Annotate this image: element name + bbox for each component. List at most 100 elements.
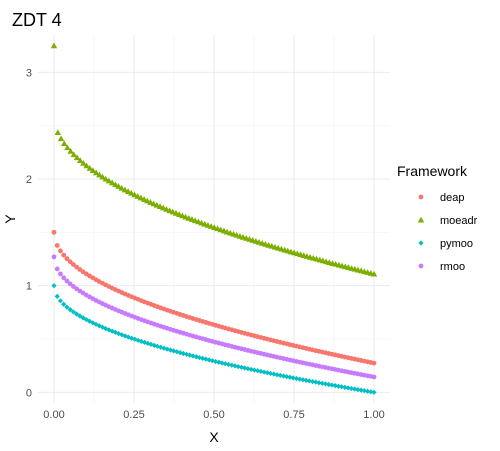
- data-point-pymoo: [128, 335, 135, 341]
- data-point-pymoo: [190, 353, 196, 359]
- data-point-pymoo: [109, 328, 115, 334]
- axis-ticks: 0.00 0.25 0.50 0.75 1.00 0 1 2 3: [26, 67, 385, 421]
- data-point-moeadr: [54, 129, 62, 135]
- data-point-moeadr: [102, 175, 109, 182]
- data-point-pymoo: [368, 389, 374, 395]
- y-axis-label: Y: [2, 214, 18, 224]
- data-point-pymoo: [316, 380, 322, 386]
- data-point-pymoo: [57, 298, 64, 304]
- data-point-deap: [51, 229, 57, 235]
- data-point-moeadr: [73, 154, 81, 161]
- data-point-pymoo: [255, 368, 261, 374]
- chart-title: ZDT 4: [12, 10, 62, 30]
- legend-key-pymoo: [418, 240, 424, 246]
- data-point-moeadr: [128, 189, 135, 196]
- data-point-pymoo: [67, 307, 73, 313]
- data-point-pymoo: [167, 347, 173, 353]
- data-point-pymoo: [119, 332, 125, 338]
- data-point-pymoo: [54, 293, 60, 299]
- data-point-moeadr: [115, 183, 122, 189]
- data-point-pymoo: [313, 379, 319, 385]
- x-tick-label: 0.50: [203, 409, 224, 421]
- y-tick-label: 1: [26, 281, 32, 293]
- data-point-deap: [70, 262, 76, 267]
- series-deap: [51, 229, 377, 366]
- data-point-pymoo: [345, 385, 351, 391]
- data-point-pymoo: [70, 309, 76, 315]
- legend-key-moeadr: [417, 216, 425, 223]
- data-point-moeadr: [137, 194, 145, 201]
- data-point-moeadr: [64, 144, 71, 151]
- data-point-moeadr: [86, 164, 93, 171]
- data-point-pymoo: [64, 304, 70, 310]
- data-point-deap: [58, 248, 63, 254]
- data-point-deap: [371, 360, 377, 366]
- data-point-pymoo: [274, 372, 280, 378]
- data-point-rmoo: [64, 278, 70, 284]
- data-point-pymoo: [225, 361, 232, 368]
- x-tick-label: 0.25: [123, 409, 144, 421]
- data-point-pymoo: [322, 381, 329, 387]
- data-point-rmoo: [51, 254, 57, 260]
- data-point-moeadr: [112, 181, 119, 188]
- data-point-moeadr: [370, 270, 378, 277]
- x-tick-label: 0.75: [283, 409, 304, 421]
- y-tick-label: 3: [26, 67, 32, 79]
- data-point-pymoo: [342, 384, 348, 390]
- data-point-pymoo: [145, 340, 151, 346]
- data-point-pymoo: [335, 383, 342, 389]
- legend-key-deap: [418, 194, 424, 200]
- data-point-moeadr: [57, 135, 65, 142]
- data-point-pymoo: [280, 373, 287, 379]
- data-point-moeadr: [121, 186, 129, 193]
- data-point-moeadr: [131, 191, 138, 198]
- data-point-pymoo: [135, 337, 141, 343]
- data-point-pymoo: [371, 389, 377, 395]
- data-point-pymoo: [183, 351, 190, 357]
- data-point-pymoo: [222, 361, 228, 367]
- data-point-pymoo: [358, 387, 364, 393]
- data-point-pymoo: [206, 357, 212, 363]
- data-point-moeadr: [134, 193, 141, 199]
- data-point-pymoo: [319, 380, 325, 386]
- data-point-pymoo: [364, 388, 371, 394]
- data-point-moeadr: [76, 157, 84, 164]
- data-point-moeadr: [70, 151, 78, 158]
- data-point-moeadr: [140, 196, 148, 202]
- legend-label-rmoo: rmoo: [440, 261, 465, 273]
- data-point-moeadr: [105, 177, 113, 184]
- data-point-rmoo: [58, 271, 63, 277]
- data-point-moeadr: [61, 140, 68, 146]
- data-point-pymoo: [177, 350, 183, 356]
- data-point-pymoo: [238, 364, 245, 370]
- data-point-pymoo: [116, 331, 122, 337]
- data-point-pymoo: [174, 349, 180, 355]
- data-point-pymoo: [148, 341, 154, 347]
- data-point-pymoo: [297, 376, 303, 382]
- data-point-pymoo: [290, 375, 296, 381]
- data-point-pymoo: [258, 368, 264, 375]
- data-points: [50, 42, 378, 395]
- y-tick-label: 0: [26, 387, 32, 399]
- data-point-pymoo: [326, 381, 332, 388]
- data-point-moeadr: [118, 184, 125, 191]
- data-point-rmoo: [67, 281, 73, 287]
- data-point-pymoo: [99, 324, 106, 330]
- x-axis-label: X: [209, 429, 219, 445]
- data-point-pymoo: [303, 377, 309, 383]
- x-tick-label: 0.00: [43, 409, 64, 421]
- data-point-pymoo: [339, 384, 345, 390]
- data-point-pymoo: [287, 374, 293, 380]
- data-point-moeadr: [92, 169, 100, 176]
- data-point-pymoo: [267, 370, 274, 377]
- data-point-moeadr: [124, 188, 132, 195]
- data-point-pymoo: [251, 367, 258, 373]
- data-point-moeadr: [67, 148, 74, 154]
- data-point-deap: [54, 243, 60, 248]
- data-point-pymoo: [90, 320, 96, 326]
- data-point-moeadr: [83, 162, 90, 169]
- data-point-pymoo: [355, 387, 361, 393]
- data-point-deap: [67, 259, 73, 265]
- data-point-pymoo: [158, 344, 164, 350]
